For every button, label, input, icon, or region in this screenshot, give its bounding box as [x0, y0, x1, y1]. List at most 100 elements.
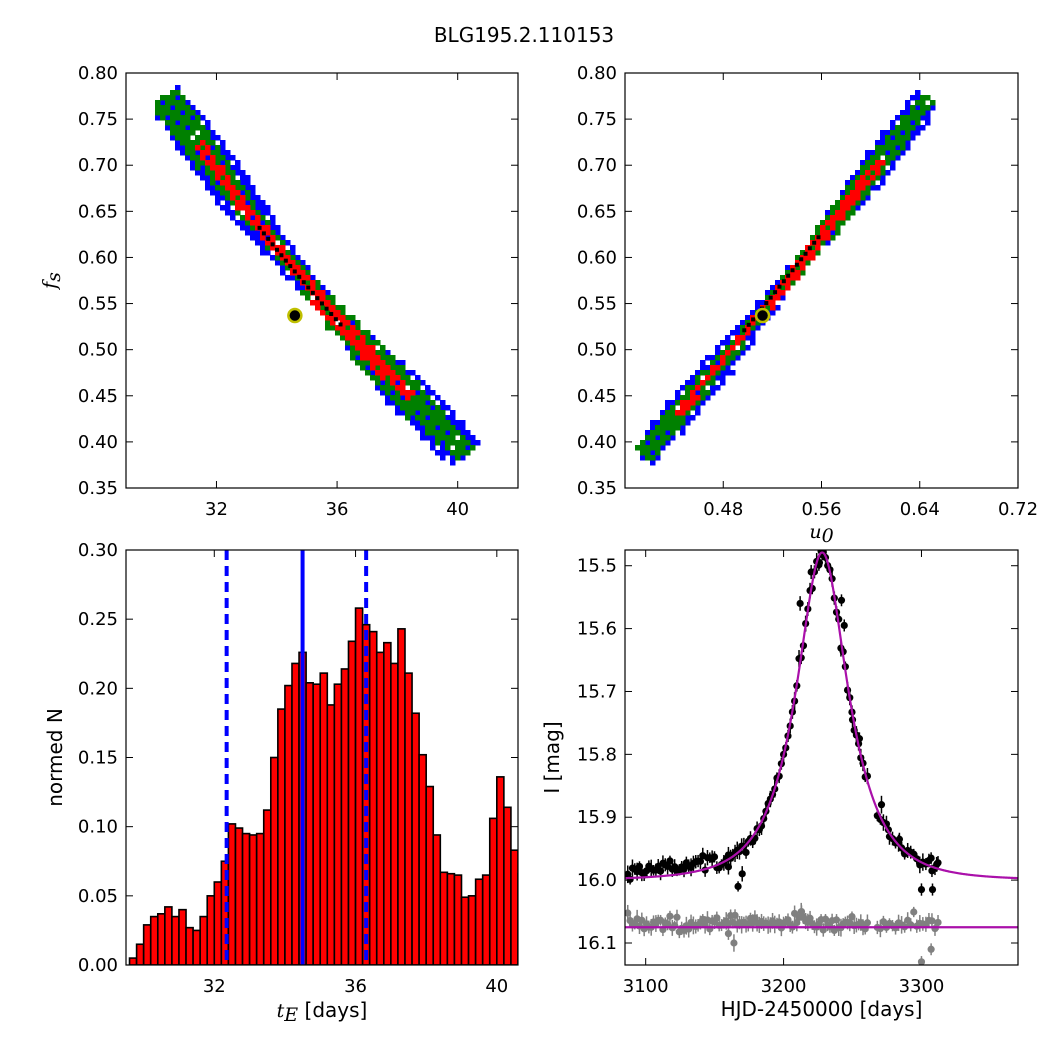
middle-region-cell — [220, 155, 226, 161]
middle-region-cell — [215, 150, 221, 156]
inner-region-cell — [730, 345, 736, 351]
middle-region-cell — [360, 360, 366, 366]
outer-region-cell — [395, 360, 401, 366]
outer-region-cell — [910, 95, 916, 101]
middle-region-cell — [185, 145, 191, 151]
inner-region-cell — [830, 220, 836, 226]
outer-region-cell — [385, 400, 391, 406]
x-tick-label: 40 — [485, 976, 508, 997]
outer-region-cell — [420, 430, 426, 436]
outer-region-cell — [435, 395, 441, 401]
middle-region-cell — [460, 440, 466, 446]
photometry-point — [928, 885, 937, 894]
outer-region-cell — [240, 175, 246, 181]
x-tick-label: 0.48 — [703, 499, 743, 520]
middle-region-cell — [805, 260, 811, 266]
inner-region-cell — [875, 165, 881, 171]
outer-region-cell — [880, 135, 886, 141]
inner-region-cell — [320, 295, 326, 301]
outer-region-cell — [430, 435, 436, 441]
outer-region-cell — [730, 330, 736, 336]
histogram-bar — [390, 662, 399, 965]
outer-region-cell — [655, 420, 661, 426]
outer-region-cell — [690, 375, 696, 381]
inner-region-cell — [290, 265, 296, 271]
outer-region-cell — [720, 370, 726, 376]
middle-region-cell — [925, 95, 931, 101]
histogram-bar — [213, 881, 223, 965]
middle-region-cell — [285, 250, 291, 256]
middle-region-cell — [735, 350, 741, 356]
outer-region-cell — [220, 205, 226, 211]
inner-region-cell — [295, 270, 301, 276]
middle-region-cell — [190, 140, 196, 146]
outer-region-cell — [290, 275, 296, 281]
outer-region-cell — [320, 285, 326, 291]
y-tick-label: 0.50 — [577, 340, 617, 361]
inner-region-cell — [845, 195, 851, 201]
outer-region-cell — [240, 225, 246, 231]
y-tick-label: 0.05 — [78, 886, 118, 907]
inner-region-cell — [840, 200, 846, 206]
inner-region-cell — [820, 235, 826, 241]
middle-region-cell — [890, 150, 896, 156]
middle-region-cell — [900, 145, 906, 151]
photometry-point — [738, 870, 746, 878]
middle-region-cell — [675, 415, 681, 421]
middle-region-cell — [810, 235, 816, 241]
inner-region-cell — [865, 170, 871, 176]
middle-region-cell — [160, 95, 166, 101]
middle-region-cell — [840, 195, 846, 201]
y-tick-label: 0.70 — [78, 155, 118, 176]
middle-region-cell — [410, 405, 416, 411]
outer-region-cell — [745, 345, 751, 351]
outer-region-cell — [370, 370, 376, 376]
middle-region-cell — [825, 215, 831, 221]
middle-region-cell — [685, 410, 691, 416]
outer-region-cell — [680, 425, 686, 431]
outer-region-cell — [235, 165, 241, 171]
middle-region-cell — [170, 120, 176, 126]
y-tick-label: 0.25 — [78, 609, 118, 630]
outer-region-cell — [715, 360, 721, 366]
middle-region-cell — [210, 180, 216, 186]
middle-region-cell — [465, 450, 471, 456]
inner-region-cell — [270, 245, 276, 251]
y-tick-label: 0.80 — [78, 63, 118, 84]
middle-region-cell — [885, 155, 891, 161]
outer-region-cell — [860, 160, 866, 166]
histogram-bar — [425, 785, 435, 965]
outer-region-cell — [460, 420, 466, 426]
inner-region-cell — [325, 315, 331, 321]
outer-region-cell — [710, 355, 716, 361]
inner-region-cell — [680, 405, 686, 411]
y-tick-label: 0.20 — [78, 678, 118, 699]
outer-region-cell — [910, 120, 916, 126]
middle-region-cell — [385, 390, 391, 396]
outer-region-cell — [400, 410, 406, 416]
inner-region-cell — [360, 355, 366, 361]
middle-region-cell — [335, 330, 341, 336]
light-curve-plot — [625, 550, 1018, 965]
middle-region-cell — [350, 315, 356, 321]
inner-region-cell — [380, 365, 386, 371]
outer-region-cell — [175, 140, 181, 146]
histogram-bar — [383, 641, 392, 965]
outer-region-cell — [390, 390, 396, 396]
middle-region-cell — [915, 100, 921, 106]
outer-region-cell — [845, 180, 851, 186]
outer-region-cell — [215, 135, 221, 141]
core-region-cell — [329, 311, 334, 316]
middle-region-cell — [185, 140, 191, 146]
outer-region-cell — [895, 115, 901, 121]
outer-region-cell — [205, 175, 211, 181]
middle-region-cell — [385, 360, 391, 366]
x-tick-label: 3100 — [623, 976, 669, 997]
middle-region-cell — [710, 360, 716, 366]
middle-region-cell — [170, 115, 176, 121]
outer-region-cell — [425, 435, 431, 441]
inner-region-cell — [690, 390, 696, 396]
outer-region-cell — [900, 110, 906, 116]
outer-region-cell — [415, 375, 421, 381]
inner-region-cell — [795, 270, 801, 276]
